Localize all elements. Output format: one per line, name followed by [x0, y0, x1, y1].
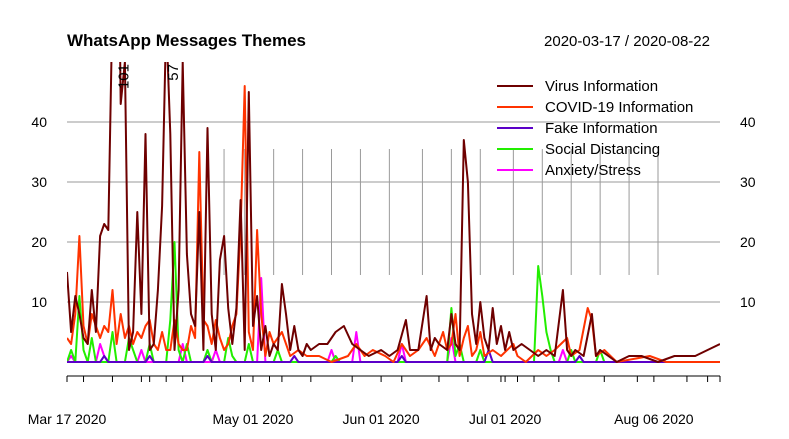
y-tick-label-right: 10 — [740, 294, 756, 310]
axis-layer: 10 10 20 20 30 30 40 40 Mar 17 2020 May 01 2020 Ju… — [28, 114, 756, 427]
series-line-anxiety-stress — [67, 277, 720, 363]
x-tick-label: Mar 17 2020 — [28, 411, 107, 427]
x-tick-label: May 01 2020 — [213, 411, 294, 427]
series-layer — [67, 62, 720, 363]
legend-label: Anxiety/Stress — [545, 162, 641, 179]
x-tick-label: Jul 01 2020 — [469, 411, 542, 427]
chart-title: WhatsApp Messages Themes — [67, 31, 306, 50]
series-line-virus-information — [67, 62, 720, 363]
x-tick-label: Jun 01 2020 — [343, 411, 420, 427]
y-tick-label-left: 10 — [31, 294, 47, 310]
date-range-label: 2020-03-17 / 2020-08-22 — [544, 33, 710, 50]
grid-layer — [67, 121, 720, 303]
peak-annotation: 101 — [116, 64, 133, 89]
y-tick-label-left: 40 — [31, 114, 47, 130]
legend-label: Social Distancing — [545, 141, 660, 158]
y-tick-label-right: 30 — [740, 174, 756, 190]
y-tick-label-right: 40 — [740, 114, 756, 130]
x-tick-label: Aug 06 2020 — [614, 411, 694, 427]
y-tick-label-left: 30 — [31, 174, 47, 190]
legend-label: Virus Information — [545, 78, 658, 95]
peak-annotation: 57 — [165, 64, 182, 81]
annotation-layer: 101 57 — [116, 64, 183, 89]
legend-label: COVID-19 Information — [545, 99, 693, 116]
legend: Virus Information COVID-19 Information Fak… — [497, 78, 693, 179]
y-tick-label-left: 20 — [31, 234, 47, 250]
series-line-fake-information — [67, 349, 720, 363]
legend-label: Fake Information — [545, 120, 658, 137]
y-tick-label-right: 20 — [740, 234, 756, 250]
